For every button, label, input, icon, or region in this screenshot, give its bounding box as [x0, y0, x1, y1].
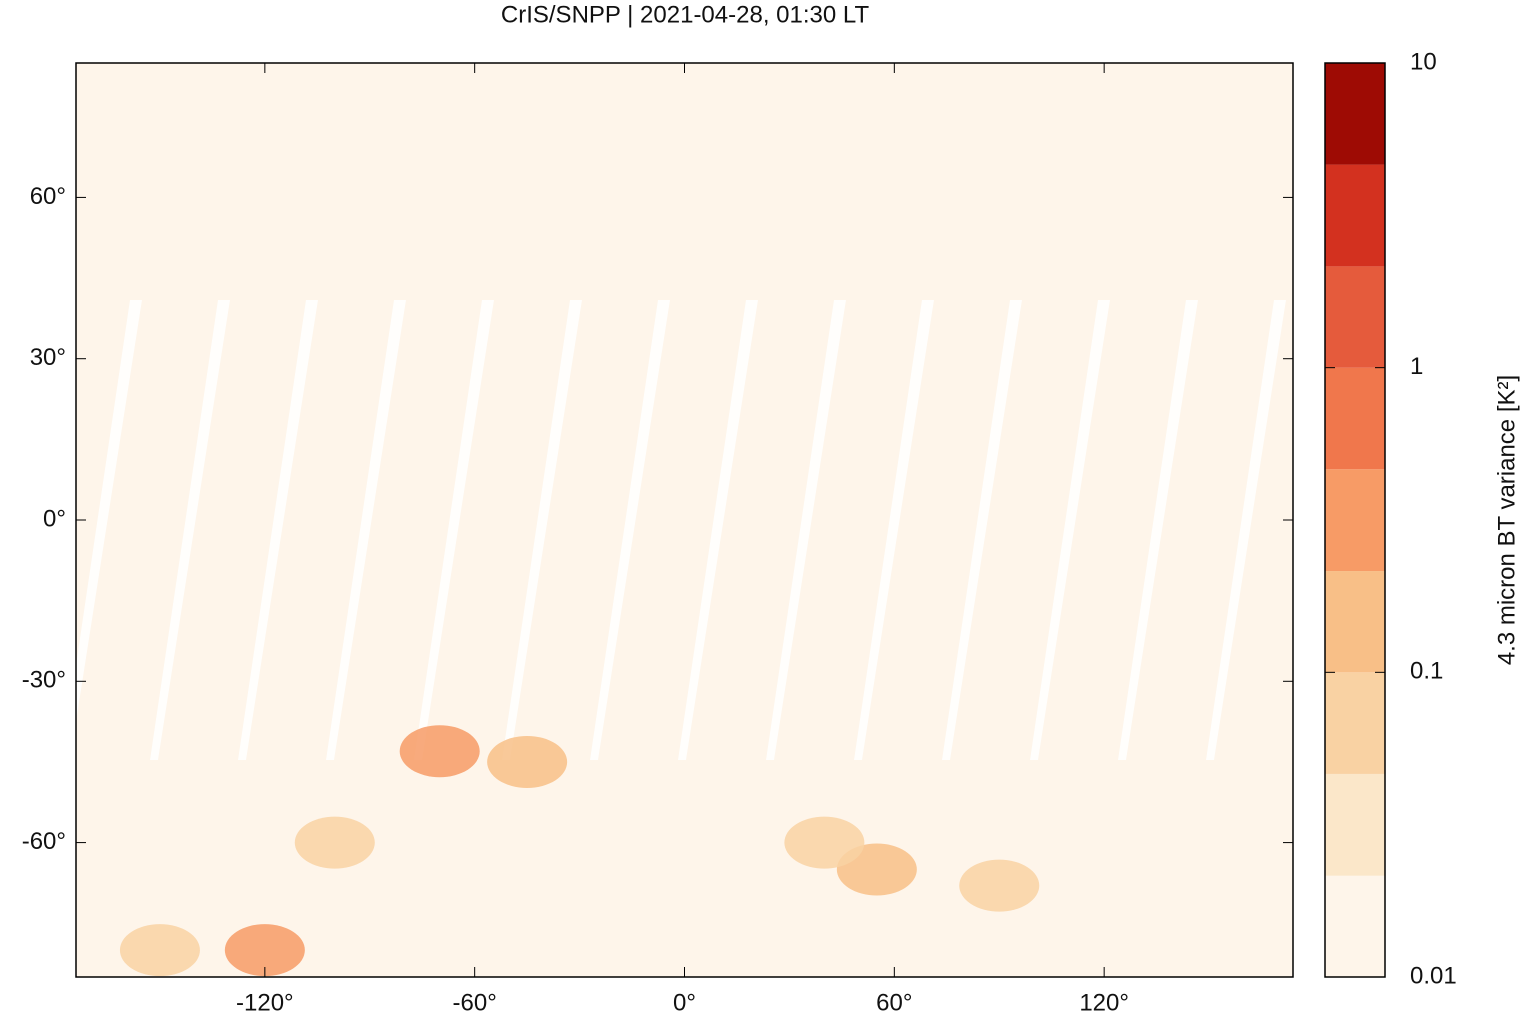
chart-title: CrIS/SNPP | 2021-04-28, 01:30 LT — [501, 1, 870, 28]
variance-patch — [784, 816, 865, 869]
variance-patch — [399, 725, 480, 778]
x-tick-label: 0° — [673, 989, 696, 1016]
map-area — [75, 62, 1294, 978]
y-tick-label: -60° — [22, 828, 66, 855]
x-tick-label: 60° — [876, 989, 912, 1016]
variance-patch — [294, 816, 375, 869]
swath-gap — [414, 300, 494, 760]
colorbar-band — [1325, 571, 1385, 673]
x-tick-label: -60° — [453, 989, 497, 1016]
colorbar-band — [1325, 164, 1385, 267]
colorbar-tick-label: 0.1 — [1410, 658, 1443, 685]
swath-gap — [1030, 300, 1110, 760]
colorbar-band — [1325, 367, 1385, 470]
variance-patch — [119, 924, 200, 977]
swath-gap — [1118, 300, 1198, 760]
variance-patch — [959, 859, 1040, 912]
swath-gap — [854, 300, 934, 760]
variance-patch — [224, 924, 305, 977]
swath-gap — [326, 300, 406, 760]
colorbar-tick-label: 10 — [1410, 48, 1437, 75]
map-layer — [76, 63, 1293, 977]
colorbar-tick-label: 0.01 — [1410, 962, 1457, 989]
colorbar-band — [1325, 875, 1385, 977]
swath-gap — [502, 300, 582, 760]
colorbar-band — [1325, 672, 1385, 774]
colorbar-frame — [1324, 62, 1386, 978]
y-tick-label: -30° — [22, 667, 66, 694]
swath-gap — [1206, 300, 1286, 760]
swath-gap — [150, 300, 230, 760]
swath-gap — [590, 300, 670, 760]
swath-gap — [942, 300, 1022, 760]
x-tick-label: -120° — [236, 989, 294, 1016]
swath-gap — [76, 300, 142, 722]
y-tick-label: 30° — [30, 344, 66, 371]
variance-patch — [487, 735, 568, 788]
map-background — [76, 63, 1293, 977]
colorbar-band — [1325, 469, 1385, 572]
x-tick-label: 120° — [1079, 989, 1129, 1016]
colorbar-label: 4.3 micron BT variance [K²] — [1493, 375, 1520, 665]
y-tick-label: 60° — [30, 183, 66, 210]
colorbar-tick-label: 1 — [1410, 353, 1423, 380]
colorbar-band — [1325, 266, 1385, 368]
swath-gap — [766, 300, 846, 760]
colorbar-band — [1325, 773, 1385, 876]
swath-gap — [678, 300, 758, 760]
colorbar-band — [1325, 63, 1385, 165]
y-tick-label: 0° — [43, 505, 66, 532]
swath-gap — [238, 300, 318, 760]
